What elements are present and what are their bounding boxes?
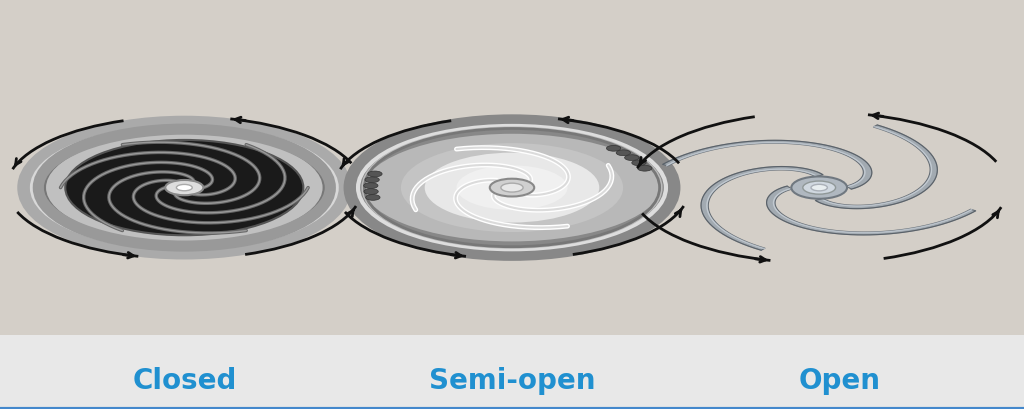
Circle shape — [368, 172, 382, 178]
Text: Closed: Closed — [132, 366, 237, 394]
Polygon shape — [701, 167, 823, 251]
Circle shape — [803, 182, 836, 195]
Circle shape — [489, 179, 535, 197]
Circle shape — [45, 133, 324, 244]
Circle shape — [365, 129, 659, 247]
Text: Semi-open: Semi-open — [429, 366, 595, 394]
Circle shape — [365, 178, 379, 183]
Circle shape — [501, 184, 523, 193]
Circle shape — [616, 151, 631, 156]
Polygon shape — [663, 141, 871, 190]
Circle shape — [364, 189, 378, 195]
Circle shape — [401, 144, 623, 232]
Circle shape — [176, 185, 193, 191]
Polygon shape — [767, 187, 976, 235]
Circle shape — [364, 183, 378, 189]
Circle shape — [66, 141, 303, 236]
Text: Open: Open — [799, 366, 881, 394]
Circle shape — [432, 156, 592, 220]
Circle shape — [425, 153, 599, 223]
Circle shape — [366, 195, 380, 201]
Polygon shape — [815, 126, 937, 209]
FancyBboxPatch shape — [0, 335, 1024, 409]
Circle shape — [625, 155, 639, 161]
Circle shape — [165, 180, 204, 196]
Circle shape — [638, 166, 652, 172]
Circle shape — [632, 161, 646, 166]
Circle shape — [792, 177, 847, 199]
Circle shape — [606, 146, 621, 152]
Circle shape — [45, 133, 324, 244]
Circle shape — [811, 185, 827, 191]
Circle shape — [457, 166, 567, 210]
